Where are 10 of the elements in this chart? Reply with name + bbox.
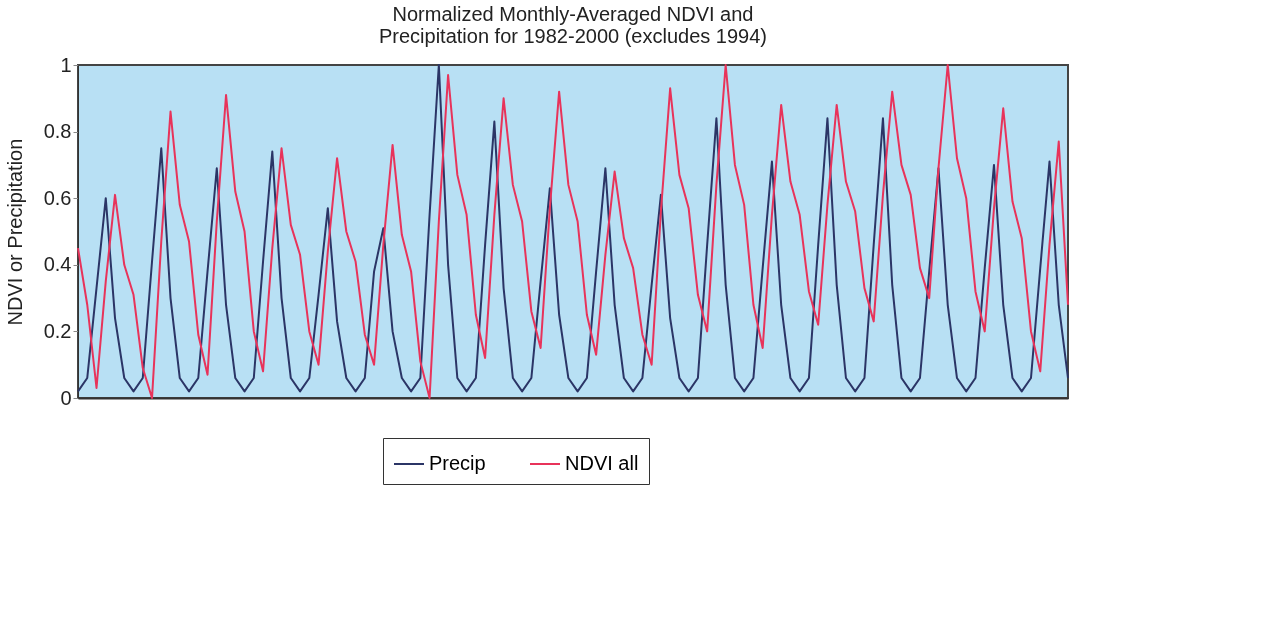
chart-title: Normalized Monthly-Averaged NDVI and Precipitation for 1982-2000 (excludes 1994): [378, 3, 768, 47]
legend-label: NDVI all: [565, 452, 639, 474]
y-axis-title: NDVI or Precipitation: [3, 138, 26, 326]
y-tick-label: 1: [60, 53, 72, 76]
y-tick-label: 0.4: [43, 253, 72, 276]
y-tick-label: 0.8: [43, 120, 72, 143]
y-tick-label: 0.2: [43, 319, 72, 342]
y-tick-label: 0: [60, 386, 72, 409]
y-tick-label: 0.6: [43, 186, 72, 209]
legend-label: Precip: [429, 452, 486, 474]
